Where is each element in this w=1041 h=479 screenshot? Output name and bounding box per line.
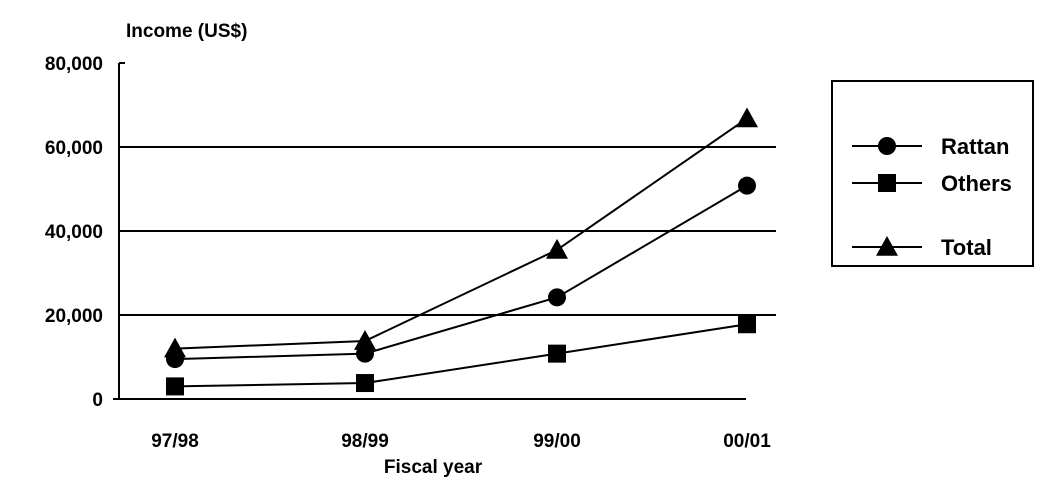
x-tick-labels: 97/98 98/99 99/00 00/01 (151, 431, 771, 452)
series-rattan (166, 176, 756, 369)
gridlines (113, 62, 776, 400)
y-tick-label: 20,000 (45, 306, 103, 327)
x-tick-label: 00/01 (723, 431, 771, 452)
series-others (166, 315, 756, 396)
series-total (164, 107, 758, 358)
data-point-others (548, 344, 566, 363)
legend-box (831, 80, 1034, 267)
legend: Rattan Others Total (831, 80, 1034, 267)
data-point-rattan (548, 288, 566, 307)
y-axis-title: Income (US$) (126, 21, 247, 42)
y-tick-label: 80,000 (45, 54, 103, 75)
data-point-others (738, 315, 756, 334)
legend-marker-rattan (878, 137, 896, 155)
legend-marker-others (878, 174, 896, 192)
data-point-total (164, 337, 186, 358)
legend-label-rattan: Rattan (941, 134, 1009, 159)
data-point-others (166, 377, 184, 396)
legend-marker-total (876, 236, 898, 256)
series-line-rattan (174, 184, 748, 361)
y-tick-label: 0 (92, 390, 103, 411)
x-tick-label: 98/99 (341, 431, 389, 452)
x-tick-label: 99/00 (533, 431, 581, 452)
y-tick-label: 40,000 (45, 222, 103, 243)
x-axis-title: Fiscal year (384, 457, 483, 478)
series-line-total (174, 117, 748, 350)
legend-label-total: Total (941, 235, 992, 260)
legend-label-others: Others (941, 171, 1012, 196)
series-line-others (174, 323, 748, 388)
y-tick-label: 60,000 (45, 138, 103, 159)
data-point-total (546, 238, 568, 259)
y-tick-labels: 0 20,000 40,000 60,000 80,000 (45, 54, 103, 411)
data-point-others (356, 374, 374, 393)
x-tick-label: 97/98 (151, 431, 199, 452)
data-point-rattan (738, 176, 756, 195)
data-point-total (736, 107, 758, 128)
data-point-total (354, 330, 376, 350)
series-group (164, 107, 758, 396)
